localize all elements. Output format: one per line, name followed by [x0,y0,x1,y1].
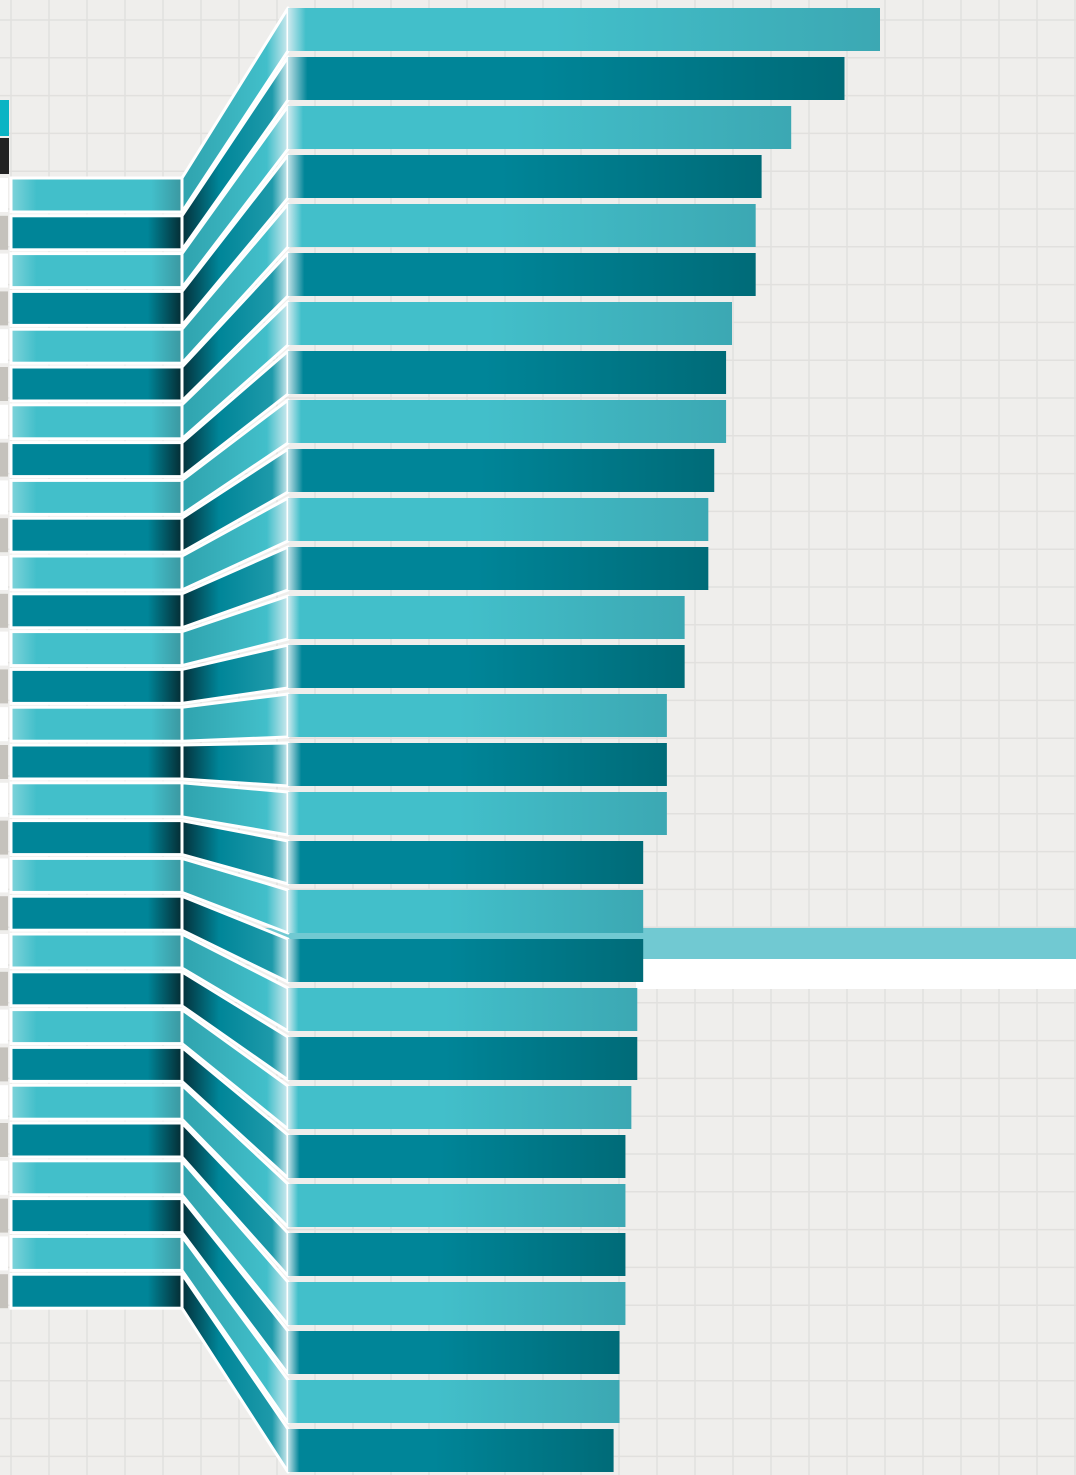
left-edge-tab [0,631,8,666]
bar [288,596,685,639]
left-bar [9,289,184,327]
bar [288,547,709,590]
bar [288,1380,620,1423]
left-edge-tab [0,858,8,893]
left-edge-tab [0,896,8,931]
left-bar [9,630,184,668]
bar [288,1331,620,1374]
left-bar [9,214,184,252]
bar [288,1135,626,1178]
left-edge-tab [0,971,8,1006]
bar [288,988,638,1031]
left-bar [9,819,184,857]
left-edge-tab [0,593,8,628]
bar [288,8,880,51]
left-edge-tab [0,404,8,439]
left-bar [9,592,184,630]
left-edge-tab [0,178,8,212]
left-edge-tab [0,669,8,704]
bar [288,57,845,100]
left-bar [9,932,184,970]
left-edge-tab [0,480,8,515]
left-edge-tab [0,1009,8,1044]
bar [288,1184,626,1227]
left-bar [9,1159,184,1197]
left-edge-tab [0,820,8,855]
left-bar [9,365,184,403]
bar-group [0,8,880,1472]
left-bar [9,554,184,592]
left-bar [9,516,184,554]
left-bar [9,1121,184,1159]
left-bar [9,856,184,894]
left-edge-tab [0,1085,8,1120]
left-bar [9,1234,184,1272]
bar [288,890,644,933]
left-edge-tab [0,1274,8,1309]
left-edge-tab [0,215,8,250]
legend-swatch-teal [0,100,9,136]
legend-group [0,100,9,174]
bar [288,204,756,247]
left-edge-tab [0,518,8,553]
left-edge-tab [0,367,8,401]
bar [288,1429,614,1472]
bar [288,743,667,786]
left-bar [9,970,184,1008]
left-edge-tab [0,745,8,779]
left-bar [9,894,184,932]
left-bar [9,781,184,819]
left-bar [9,403,184,441]
bar [288,400,727,443]
bar [288,449,715,492]
left-bar [9,1045,184,1083]
bar [288,1037,638,1080]
left-edge-tab [0,1123,8,1157]
left-bar [9,441,184,479]
bar [288,694,667,737]
bar [288,792,667,835]
bar [288,645,685,688]
connector-ribbon [180,741,290,788]
left-bar [9,1008,184,1046]
bar [288,1282,626,1325]
left-edge-tab [0,1198,8,1233]
bar [288,155,762,198]
left-edge-tab [0,253,8,288]
bar [288,351,727,394]
bar [288,302,732,345]
left-bar [9,1083,184,1121]
highlight-strip [636,959,1076,989]
left-edge-tab [0,329,8,364]
left-edge-tab [0,1236,8,1271]
left-bar [9,1272,184,1310]
left-bar [9,667,184,705]
left-edge-tab [0,782,8,817]
bar [288,841,644,884]
left-edge-tab [0,707,8,742]
bar [288,498,709,541]
left-bar [9,1197,184,1235]
left-edge-tab [0,1160,8,1195]
left-edge-tab [0,442,8,477]
left-edge-tab [0,291,8,326]
bar [288,1233,626,1276]
bar [288,939,644,982]
left-bar [9,705,184,743]
left-bar [9,252,184,290]
bar [288,1086,632,1129]
legend-swatch-black [0,138,9,174]
left-bar [9,176,184,214]
left-bar [9,478,184,516]
left-bar [9,327,184,365]
left-edge-tab [0,934,8,968]
bar [288,253,756,296]
left-edge-tab [0,1047,8,1082]
bar [288,106,792,149]
left-bar [9,743,184,781]
left-edge-tab [0,556,8,590]
